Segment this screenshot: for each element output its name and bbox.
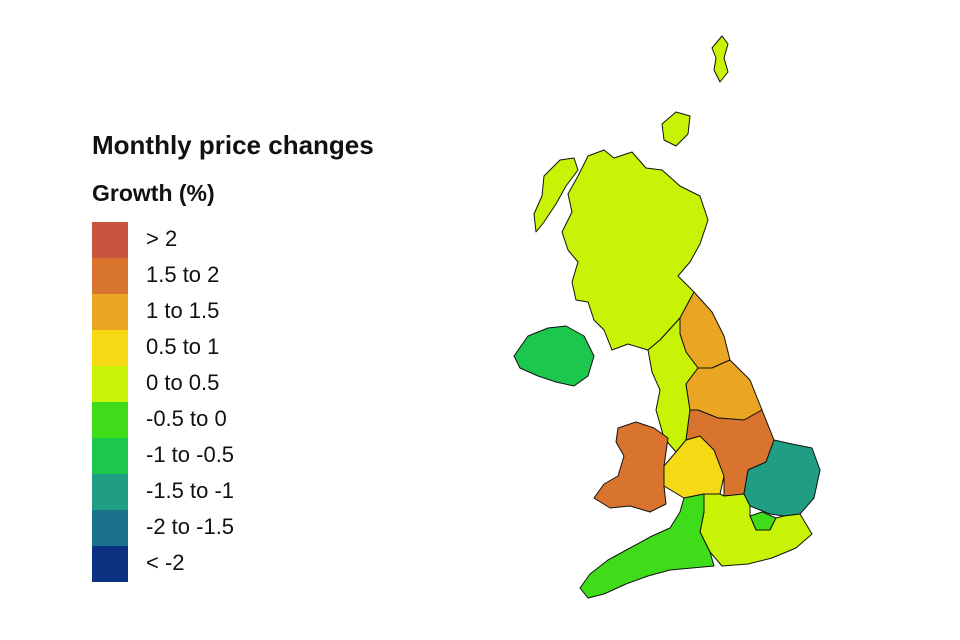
legend: > 2 1.5 to 2 1 to 1.5 0.5 to 1 0 to 0.5 … [92,222,352,582]
legend-swatch [92,402,128,438]
legend-swatch [92,330,128,366]
region-wales [593,421,669,513]
legend-label: 1.5 to 2 [146,262,220,287]
legend-item: -1 to -0.5 [92,438,352,474]
uk-region-map [480,20,840,625]
legend-label: 0 to 0.5 [146,370,220,395]
legend-item: > 2 [92,222,352,258]
legend-item: 0 to 0.5 [92,366,352,402]
legend-item: < -2 [92,546,352,582]
region-northern-ireland [513,325,595,387]
legend-subtitle: Growth (%) [92,180,215,206]
legend-swatch [92,546,128,582]
legend-swatch [92,474,128,510]
legend-swatch [92,366,128,402]
region-scotland-islands [533,157,579,233]
legend-item: -1.5 to -1 [92,474,352,510]
region-scotland-islands [711,35,729,83]
legend-swatch [92,222,128,258]
legend-item: -0.5 to 0 [92,402,352,438]
legend-label: 0.5 to 1 [146,334,220,359]
legend-label: -0.5 to 0 [146,406,227,431]
legend-label: -1 to -0.5 [146,442,235,467]
legend-swatch [92,258,128,294]
legend-title: Monthly price changes [92,130,374,160]
legend-item: 1 to 1.5 [92,294,352,330]
legend-label: < -2 [146,550,185,575]
legend-item: 0.5 to 1 [92,330,352,366]
legend-label: 1 to 1.5 [146,298,220,323]
region-south-west [579,493,715,599]
legend-label: > 2 [146,226,178,251]
legend-item: 1.5 to 2 [92,258,352,294]
region-south-east [699,493,813,567]
legend-item: -2 to -1.5 [92,510,352,546]
legend-label: -1.5 to -1 [146,478,235,503]
legend-label: -2 to -1.5 [146,514,235,539]
legend-swatch [92,510,128,546]
legend-swatch [92,438,128,474]
legend-swatch [92,294,128,330]
region-scotland-islands [661,111,691,147]
